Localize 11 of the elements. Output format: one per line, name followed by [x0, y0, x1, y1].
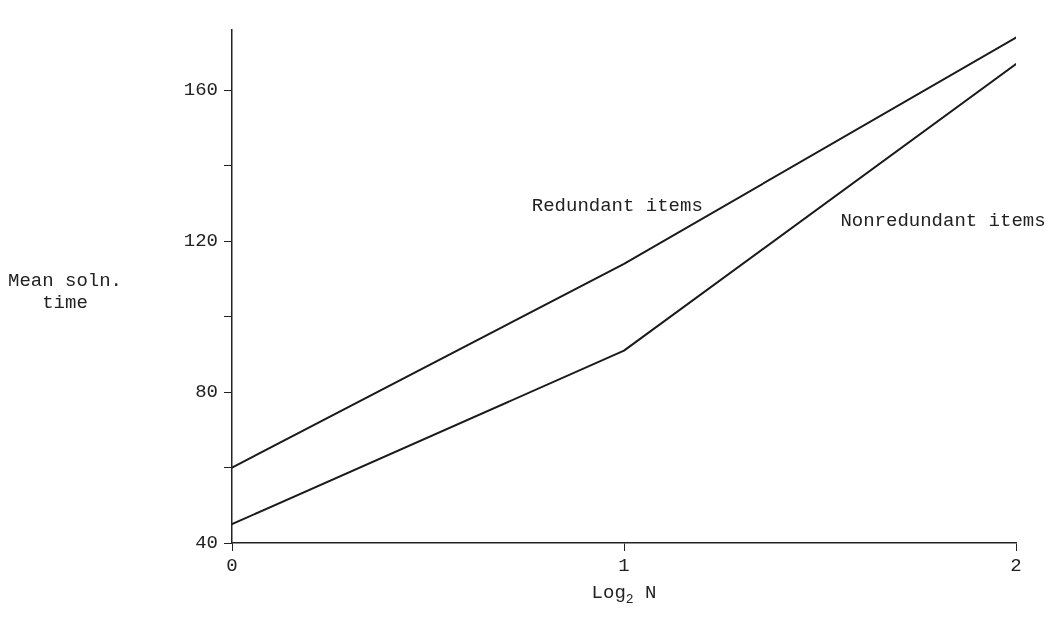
y-tick-label: 160	[183, 79, 218, 102]
x-tick-label: 0	[226, 555, 238, 578]
series-label: Nonredundant items	[840, 210, 1046, 233]
y-tick-label: 40	[195, 532, 218, 555]
x-tick-label: 2	[1010, 555, 1022, 578]
y-tick-label: 120	[183, 230, 218, 253]
series-label: Redundant items	[531, 195, 703, 218]
x-axis-title: Log$_{2}$ N	[591, 582, 657, 607]
y-tick-label: 80	[195, 381, 218, 404]
y-axis-title: Mean soln. time	[7, 270, 123, 314]
x-tick-label: 1	[618, 555, 630, 578]
